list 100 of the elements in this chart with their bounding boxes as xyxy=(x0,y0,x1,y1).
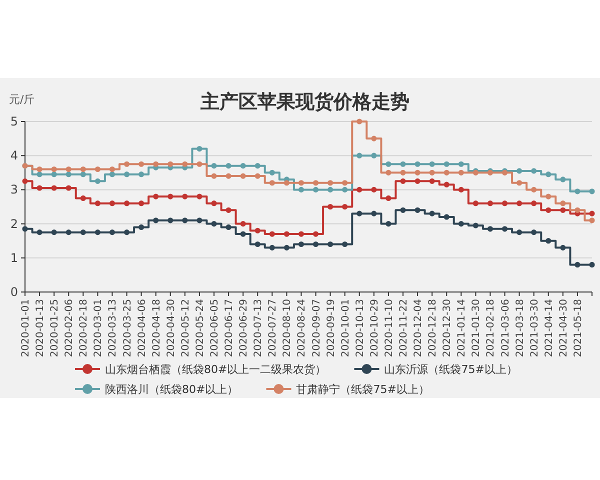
point xyxy=(240,231,246,237)
point xyxy=(589,210,595,216)
point xyxy=(560,200,566,206)
point xyxy=(254,163,260,169)
point xyxy=(356,210,362,216)
point xyxy=(414,207,420,213)
x-tick-label: 2020-01-01 xyxy=(20,299,32,358)
point xyxy=(531,230,537,236)
x-tick-label: 2020-04-18 xyxy=(151,299,162,358)
x-tick-label: 2020-08-24 xyxy=(296,299,308,358)
point xyxy=(109,230,116,236)
point xyxy=(168,194,174,200)
x-tick-label: 2020-05-24 xyxy=(194,299,206,358)
chart-title: 主产区苹果现货价格走势 xyxy=(200,91,410,113)
point xyxy=(36,185,42,191)
x-tick-label: 2020-06-29 xyxy=(238,299,250,358)
point xyxy=(312,241,319,248)
x-tick-label: 2021-04-14 xyxy=(544,299,555,358)
point xyxy=(80,172,86,178)
point xyxy=(269,231,275,237)
point xyxy=(458,170,464,176)
x-tick-label: 2020-11-10 xyxy=(384,299,395,358)
point xyxy=(400,170,406,176)
point xyxy=(196,194,202,200)
x-tick-label: 2020-12-30 xyxy=(442,299,454,358)
point xyxy=(51,166,57,172)
point xyxy=(211,173,217,179)
point xyxy=(226,173,232,179)
point xyxy=(153,194,159,200)
point xyxy=(51,185,57,191)
x-tick-label: 2021-03-30 xyxy=(529,299,540,358)
point xyxy=(589,188,595,194)
point xyxy=(414,178,420,184)
point xyxy=(124,200,130,206)
point xyxy=(414,161,420,167)
point xyxy=(182,161,188,167)
point xyxy=(298,231,304,237)
x-tick-label: 2020-04-30 xyxy=(166,299,177,358)
point xyxy=(458,186,464,192)
legend-label: 山东沂源（纸袋75#以上） xyxy=(384,363,518,376)
point xyxy=(94,178,100,184)
point xyxy=(546,238,552,244)
point xyxy=(284,244,290,250)
point xyxy=(328,241,334,248)
point xyxy=(342,241,348,248)
point xyxy=(211,221,217,227)
point xyxy=(109,200,116,206)
point xyxy=(254,173,260,179)
x-tick-label: 2020-12-18 xyxy=(428,299,439,358)
point xyxy=(298,186,304,192)
point xyxy=(356,186,362,192)
point xyxy=(342,186,348,192)
x-tick-label: 2020-12-04 xyxy=(413,299,424,358)
point xyxy=(51,172,57,178)
point xyxy=(414,170,420,176)
y-tick-label: 2 xyxy=(10,216,18,231)
x-tick-label: 2020-06-05 xyxy=(210,299,220,358)
point xyxy=(516,180,522,186)
point xyxy=(168,161,174,167)
x-tick-label: 2020-02-06 xyxy=(64,299,76,358)
point xyxy=(254,228,260,234)
point xyxy=(138,200,144,206)
x-tick-label: 2021-05-18 xyxy=(572,299,584,358)
point xyxy=(312,231,319,237)
point xyxy=(386,161,392,167)
point xyxy=(312,186,319,192)
x-tick-label: 2020-06-17 xyxy=(224,299,236,358)
point xyxy=(298,241,304,248)
point xyxy=(196,146,202,152)
point xyxy=(516,168,522,174)
point xyxy=(211,200,217,206)
point xyxy=(371,152,377,158)
point xyxy=(429,210,435,216)
point xyxy=(589,262,595,268)
point xyxy=(298,180,304,186)
x-tick-label: 2020-03-25 xyxy=(122,299,134,358)
point xyxy=(22,226,28,232)
point xyxy=(516,200,522,206)
x-tick-label: 2020-01-25 xyxy=(50,299,61,358)
point xyxy=(386,221,392,227)
point xyxy=(444,161,450,167)
point xyxy=(109,166,116,172)
y-tick-label: 3 xyxy=(10,182,18,197)
y-tick-label: 5 xyxy=(10,114,18,128)
point xyxy=(342,180,348,186)
y-axis-title: 元/斤 xyxy=(9,93,35,106)
x-tick-label: 2020-04-06 xyxy=(136,299,148,358)
point xyxy=(487,226,494,232)
point xyxy=(328,186,334,192)
point xyxy=(124,230,130,236)
x-tick-label: 2020-03-13 xyxy=(108,299,119,358)
point xyxy=(66,185,72,191)
point xyxy=(531,186,537,192)
point xyxy=(226,224,232,230)
point xyxy=(80,195,86,202)
point xyxy=(80,166,86,172)
point xyxy=(444,214,450,220)
point xyxy=(36,230,42,236)
point xyxy=(36,166,42,172)
point xyxy=(546,194,552,200)
